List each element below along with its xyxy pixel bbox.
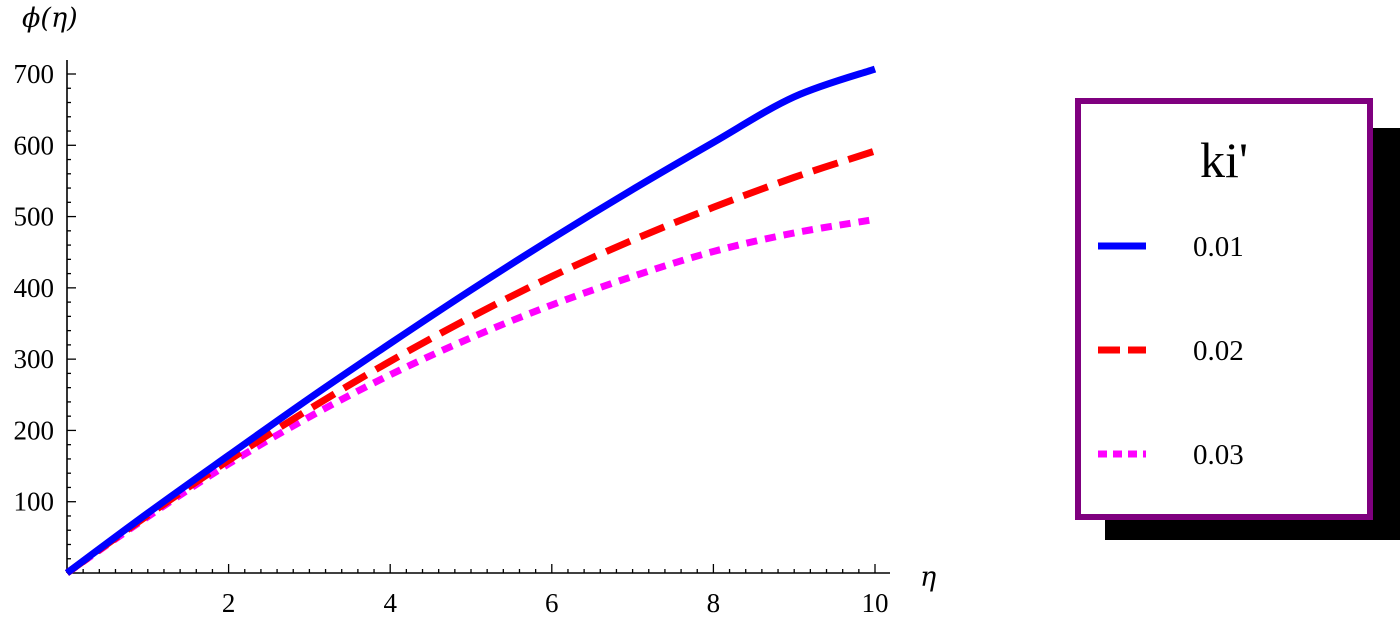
x-tick-label: 8 bbox=[707, 588, 721, 618]
legend-label: 0.01 bbox=[1193, 231, 1244, 263]
series-line-0.03 bbox=[64, 215, 876, 576]
y-tick-label: 100 bbox=[14, 487, 55, 517]
y-tick-label: 700 bbox=[14, 59, 55, 89]
tick-labels: 2 4 6 8 10 100 200 300 400 500 600 700 bbox=[14, 59, 889, 618]
x-tick-label: 4 bbox=[383, 588, 397, 618]
y-tick-label: 600 bbox=[14, 130, 55, 160]
legend-box bbox=[1075, 98, 1373, 520]
series-line-0.02 bbox=[64, 147, 877, 576]
y-tick-label: 500 bbox=[14, 202, 55, 232]
x-tick-label: 10 bbox=[862, 588, 889, 618]
series-lines bbox=[64, 65, 877, 576]
x-axis-title: η bbox=[920, 562, 936, 593]
legend-label: 0.02 bbox=[1193, 335, 1244, 367]
series-line-0.01 bbox=[64, 65, 877, 576]
legend-title: ki' bbox=[1200, 132, 1248, 188]
y-axis-title: ϕ(η) bbox=[22, 3, 78, 34]
y-tick-label: 200 bbox=[14, 415, 55, 445]
y-tick-label: 300 bbox=[14, 344, 55, 374]
legend-label: 0.03 bbox=[1193, 439, 1244, 471]
legend: ki' 0.01 0.02 0.03 bbox=[1075, 98, 1400, 540]
ticks bbox=[67, 73, 876, 573]
legend-items: 0.01 0.02 0.03 bbox=[1098, 231, 1244, 471]
x-tick-label: 6 bbox=[545, 588, 559, 618]
y-tick-label: 400 bbox=[14, 273, 55, 303]
x-tick-label: 2 bbox=[222, 588, 236, 618]
